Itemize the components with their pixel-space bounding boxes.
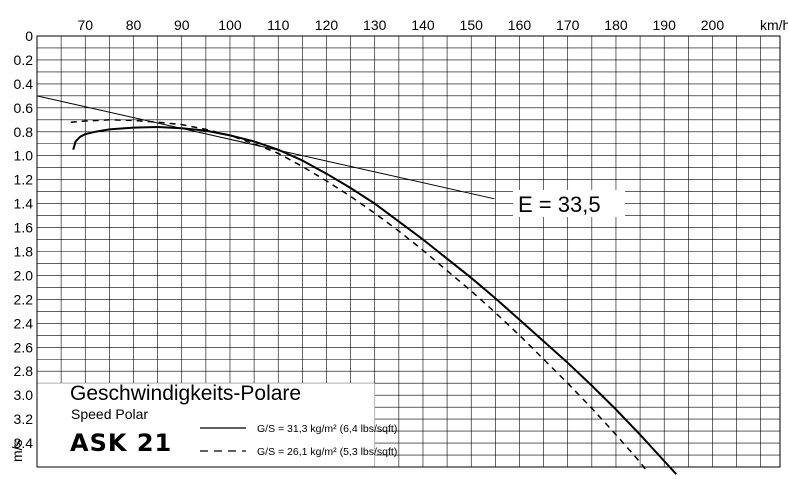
y-tick-label: 1.2 (14, 172, 34, 188)
legend-entry-solid: G/S = 31,3 kg/m² (6,4 lbs/sqft) (257, 423, 397, 435)
chart-subtitle: Speed Polar (71, 406, 148, 422)
x-tick-label: 120 (315, 17, 339, 33)
y-tick-label: 2.4 (14, 315, 34, 331)
y-tick-label: 3.0 (14, 387, 34, 403)
chart-title: Geschwindigkeits-Polare (70, 382, 301, 405)
info-panel (37, 383, 375, 467)
plot-frame (36, 35, 781, 468)
glide-ratio-label: E = 33,5 (518, 192, 601, 217)
annotation-background (513, 190, 625, 217)
y-tick-label: 1.6 (14, 220, 34, 236)
y-axis-unit: m/s (9, 439, 25, 462)
x-tick-label: 180 (604, 17, 628, 33)
y-tick-label: 3.4 (14, 435, 34, 451)
x-tick-label: 80 (126, 17, 142, 33)
y-tick-label: 0.6 (14, 100, 34, 116)
x-tick-labels: 70 80 90 100 110 120 130 140 150 160 170 180 190 200 (77, 17, 724, 33)
y-tick-label: 1.8 (14, 244, 34, 260)
x-tick-label: 190 (653, 17, 677, 33)
x-tick-label: 110 (267, 17, 290, 33)
y-tick-label: 2.8 (14, 363, 34, 379)
y-tick-labels: 0 0.2 0.4 0.6 0.8 1.0 1.2 1.4 1.6 1.8 2.0 2.2 2.4 2.6… (14, 28, 34, 451)
series-dashed-polar (70, 119, 648, 473)
y-tick-label: 2.2 (14, 291, 34, 307)
y-tick-label: 3.2 (14, 411, 34, 427)
x-tick-label: 130 (363, 17, 387, 33)
x-tick-label: 100 (218, 17, 242, 33)
y-tick-label: 0.8 (14, 124, 34, 140)
x-tick-label: 90 (174, 17, 190, 33)
x-tick-label: 150 (460, 17, 484, 33)
legend-entry-dashed: G/S = 26,1 kg/m² (5,3 lbs/sqft) (257, 446, 397, 458)
glide-ratio-tangent (36, 95, 495, 200)
y-tick-label: 2.6 (14, 339, 34, 355)
y-tick-label: 2.0 (14, 267, 34, 283)
y-tick-label: 0 (25, 28, 33, 44)
x-tick-label: 70 (77, 17, 93, 33)
series-solid-polar (72, 125, 678, 475)
aircraft-model: ASK 21 (70, 429, 172, 457)
x-tick-label: 200 (701, 17, 725, 33)
y-tick-label: 0.2 (14, 52, 34, 68)
x-axis-unit: km/h (760, 17, 788, 33)
x-tick-label: 170 (556, 17, 580, 33)
x-tick-label: 160 (508, 17, 532, 33)
x-tick-label: 140 (411, 17, 435, 33)
y-tick-label: 1.0 (14, 148, 34, 164)
y-tick-label: 1.4 (14, 196, 34, 212)
y-tick-label: 0.4 (14, 76, 34, 92)
